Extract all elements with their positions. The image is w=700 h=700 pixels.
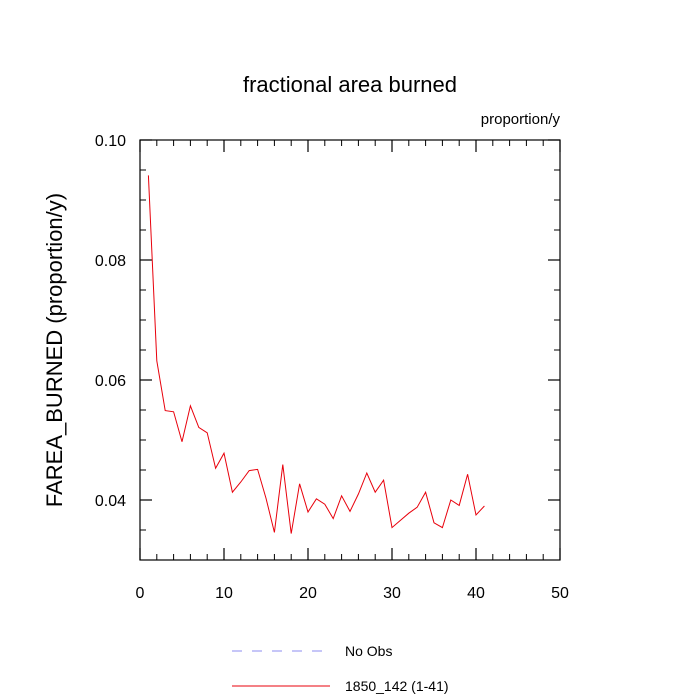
minor-ticks [139,139,561,561]
series-line-1 [147,175,485,534]
x-axis-ticks: 0 10 20 30 40 50 [136,140,569,602]
y-tick-label: 0.04 [95,493,126,510]
x-tick-label: 30 [383,585,401,602]
x-tick-label: 20 [299,585,317,602]
y-tick-label: 0.06 [95,373,126,390]
series-layer [147,175,485,534]
y-tick-label: 0.08 [95,253,126,270]
legend-label-1850-142: 1850_142 (1-41) [345,678,449,694]
plot-frame [139,139,561,561]
x-tick-label: 50 [551,585,569,602]
x-tick-label: 40 [467,585,485,602]
y-axis-title: FAREA_BURNED (proportion/y) [42,193,67,507]
units-label: proportion/y [481,111,561,128]
x-tick-label: 10 [215,585,233,602]
chart-title: fractional area burned [243,72,457,97]
y-tick-label: 0.10 [95,133,126,150]
legend: No Obs 1850_142 (1-41) [232,643,449,694]
y-axis-ticks: 0.04 0.06 0.08 0.10 [95,133,560,510]
legend-label-no-obs: No Obs [345,643,392,659]
x-tick-label: 0 [136,585,145,602]
